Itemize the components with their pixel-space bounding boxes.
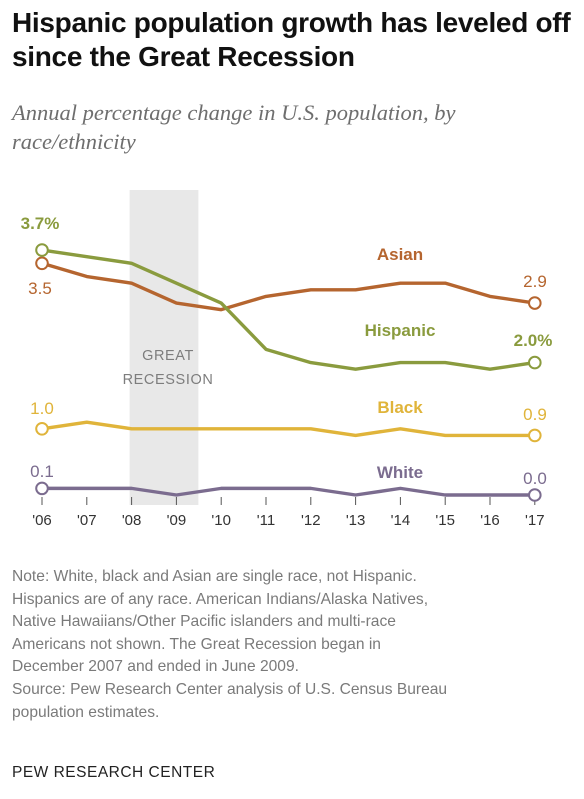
x-tick-label: '08 [122,512,142,529]
note-line: Note: White, black and Asian are single … [12,568,417,585]
data-label: 3.5 [28,279,52,298]
data-point [35,243,49,257]
source-org: PEW RESEARCH CENTER [12,764,216,781]
source-line: Source: Pew Research Center analysis of … [12,680,448,698]
x-tick-label: '09 [167,512,187,529]
series-label: White [377,463,423,482]
source-line: population estimates. [12,703,160,721]
series-label: Hispanic [365,321,436,340]
data-label: 0.0 [523,469,547,488]
chart-subtitle: Annual percentage change in U.S. populat… [12,100,456,154]
data-point [528,488,542,502]
data-point [35,256,49,271]
data-label: 2.0% [514,331,553,350]
series-line [40,420,537,438]
x-tick-label: '11 [257,512,275,529]
recession-band [129,190,199,505]
data-point [528,296,542,310]
data-point [528,355,542,370]
x-tick-label: '07 [77,512,97,529]
data-label: 2.9 [523,272,547,291]
series-line [40,248,537,371]
data-label: 3.7% [21,214,60,233]
chart-note: Note: White, black and Asian are single … [12,566,577,724]
note-line: Native Hawaiians/Other Pacific islanders… [12,613,396,631]
series-label: Black [377,398,423,417]
x-tick-label: '13 [346,512,366,529]
recession-label: GREAT [142,348,194,364]
recession-label: RECESSION [123,372,214,388]
data-point [35,481,49,496]
note-line: Hispanics are of any race. American Indi… [12,590,429,608]
data-point [35,422,49,436]
x-tick-label: '16 [480,512,500,529]
data-label: 1.0 [30,399,54,418]
data-label: 0.1 [30,462,54,481]
x-tick-label: '17 [525,512,545,529]
data-label: 0.9 [523,405,547,424]
note-line: Americans not shown. The Great Recession… [12,635,381,653]
x-tick-label: '12 [301,512,321,529]
series-line [40,486,537,497]
x-tick-label: '15 [435,512,455,529]
chart-title: Hispanic population growth has leveled o… [12,7,571,72]
line-chart: GREAT RECESSION '06 '07 '08 '09 '10 '11 '12 '13 '1… [21,190,553,529]
series-label: Asian [377,245,423,264]
note-line: December 2007 and ended in June 2009. [12,658,299,676]
x-tick-label: '06 [32,512,52,529]
data-point [528,428,542,443]
x-tick-label: '10 [211,512,231,529]
x-tick-label: '14 [391,512,411,529]
series-line [40,261,537,312]
